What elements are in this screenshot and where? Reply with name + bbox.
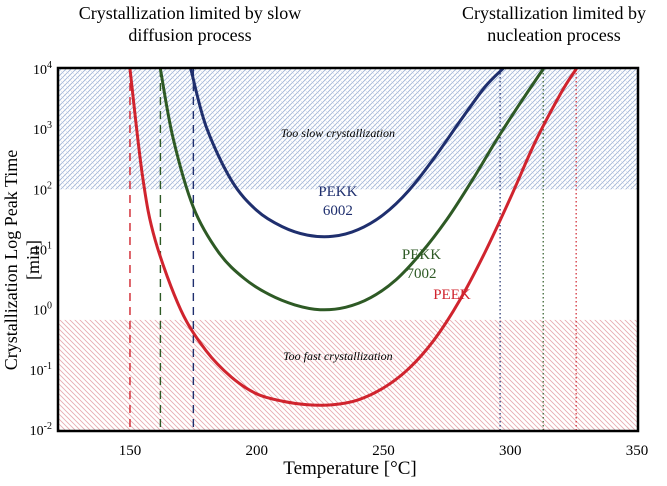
series-line-pekk-6002 bbox=[189, 67, 505, 239]
plot-frame bbox=[56, 66, 640, 433]
series-label-pekk-7002: PEKK 7002 bbox=[402, 247, 441, 282]
region-label-too-slow-crystallization: Too slow crystallization bbox=[281, 126, 395, 140]
y-tick-label: 103 bbox=[33, 120, 52, 138]
x-axis-label: Temperature [°C] bbox=[283, 458, 417, 479]
x-tick-label: 250 bbox=[372, 443, 395, 459]
x-tick-label: 200 bbox=[245, 443, 268, 459]
x-tick-label: 350 bbox=[626, 443, 649, 459]
y-tick-label: 10-2 bbox=[30, 421, 52, 439]
series-label-pekk-6002: PEKK 6002 bbox=[318, 184, 357, 219]
y-tick-label: 104 bbox=[33, 60, 52, 78]
region-too-fast-crystallization bbox=[59, 319, 637, 430]
region-label-too-fast-crystallization: Too fast crystallization bbox=[283, 349, 393, 363]
series-line-pekk-7002 bbox=[158, 67, 545, 312]
nucleation-limit-note: Crystallization limited by nucleation pr… bbox=[462, 3, 646, 45]
x-tick-label: 300 bbox=[499, 443, 522, 459]
y-tick-label: 101 bbox=[33, 241, 52, 259]
y-axis-label: Crystallization Log Peak Time [min] bbox=[1, 149, 43, 371]
x-tick-label: 150 bbox=[119, 443, 142, 459]
y-tick-label: 10-1 bbox=[30, 361, 52, 379]
y-tick-label: 102 bbox=[33, 180, 52, 198]
diffusion-limit-note: Crystallization limited by slow diffusio… bbox=[78, 3, 302, 45]
series-line-peek bbox=[128, 67, 578, 407]
y-tick-label: 100 bbox=[33, 301, 52, 319]
series-label-peek: PEEK bbox=[433, 287, 471, 303]
